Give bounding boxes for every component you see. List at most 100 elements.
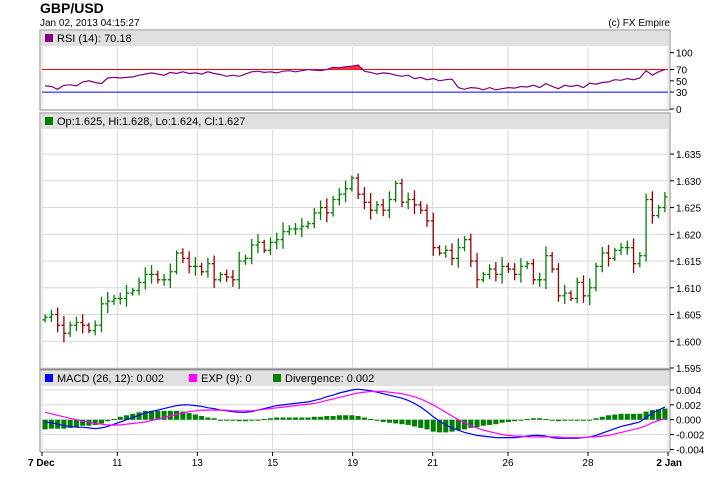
divergence-bar (130, 413, 136, 420)
ohlc-bar (67, 321, 73, 337)
ohlc-bar (380, 198, 386, 217)
divergence-bar (449, 419, 455, 432)
ohlc-bar (455, 238, 461, 268)
ohlc-bar (186, 251, 192, 274)
ohlc-bar (618, 242, 624, 256)
x-tick-label: 15 (267, 458, 279, 469)
ohlc-bar (149, 265, 155, 284)
ohlc-bar (480, 271, 486, 283)
divergence-bar (518, 419, 524, 421)
ohlc-bar (574, 277, 580, 304)
ohlc-bar (136, 277, 142, 296)
macd-legend-bar (41, 371, 669, 386)
rsi-ytick-label: 100 (676, 49, 693, 60)
macd-ytick-label: 0.000 (676, 416, 701, 427)
divergence-bar (455, 419, 461, 431)
divergence-bar (123, 415, 130, 420)
divergence-bar (549, 419, 555, 421)
divergence-bar (205, 417, 211, 420)
divergence-bar (61, 419, 67, 429)
x-tick-label: 7 Dec (28, 458, 55, 469)
ohlc-bar (505, 262, 511, 273)
divergence-bar (111, 419, 117, 420)
divergence-bar (555, 419, 561, 422)
price-ytick-label: 1.630 (676, 177, 701, 188)
divergence-bar (161, 410, 167, 420)
divergence-bar (98, 419, 104, 424)
ohlc-bar (180, 248, 186, 264)
divergence-bar (192, 414, 198, 420)
rsi-legend-bar (41, 31, 669, 46)
divergence-bar (649, 410, 655, 420)
ohlc-bar (261, 239, 267, 253)
ohlc-bar (42, 314, 48, 323)
divergence-bar (662, 408, 668, 420)
divergence-bar (80, 419, 86, 426)
divergence-bar (249, 419, 255, 421)
divergence-bar (424, 419, 430, 430)
divergence-bar (487, 419, 493, 425)
ohlc-bar (562, 284, 568, 304)
ohlc-bar (211, 255, 217, 288)
divergence-bar (105, 419, 111, 422)
divergence-bar (474, 419, 480, 428)
divergence-bar (512, 419, 518, 422)
ohlc-bar (593, 262, 599, 292)
ohlc-bar (217, 271, 223, 283)
ohlc-bar (424, 204, 430, 227)
price-ytick-label: 1.605 (676, 311, 701, 322)
ohlc-bar (280, 222, 286, 249)
exp-legend-swatch (189, 374, 197, 382)
ohlc-bar (580, 275, 586, 303)
ohlc-bar (631, 238, 637, 274)
divergence-bar (468, 419, 474, 428)
ohlc-bar (518, 258, 524, 283)
x-tick-label: 26 (502, 458, 514, 469)
divergence-bar (443, 419, 449, 433)
divergence-bar (631, 413, 637, 420)
divergence-bar (462, 419, 468, 430)
divergence-bar (530, 418, 536, 420)
divergence-bar (574, 419, 580, 421)
divergence-bar (349, 415, 355, 420)
divergence-bar (543, 419, 549, 420)
ohlc-bar (474, 252, 480, 288)
divergence-bar (286, 417, 292, 420)
ohlc-bar (124, 284, 130, 307)
macd-legend-swatch (45, 374, 53, 382)
divergence-bar (199, 416, 205, 420)
divergence-bar (599, 416, 605, 420)
divergence-bar (330, 416, 336, 420)
divergence-bar (562, 419, 568, 421)
divergence-bar (230, 419, 236, 421)
ohlc-bar (205, 257, 211, 278)
macd-ytick-label: 0.004 (676, 386, 701, 397)
divergence-bar (480, 419, 486, 426)
rsi-legend-text: RSI (14): 70.18 (57, 33, 132, 45)
ohlc-bar (493, 261, 499, 282)
divergence-bar (73, 419, 79, 428)
divergence-bar (211, 418, 217, 420)
divergence-bar (336, 415, 342, 420)
divergence-bar (405, 419, 411, 425)
ohlc-bar (612, 247, 618, 261)
ohlc-bar (336, 188, 342, 206)
divergence-bar (186, 413, 192, 420)
ohlc-bar (499, 257, 505, 284)
ohlc-bar (624, 240, 630, 255)
ohlc-bar (155, 270, 161, 284)
ohlc-bar (86, 322, 92, 334)
ohlc-bar (267, 237, 273, 256)
divergence-bar (593, 418, 599, 420)
ohlc-bar (61, 315, 67, 343)
ohlc-bar (656, 204, 662, 219)
ohlc-bar (192, 257, 198, 276)
divergence-bar (411, 419, 417, 427)
divergence-bar (493, 419, 499, 425)
divergence-bar (399, 419, 405, 425)
ohlc-bar (643, 193, 649, 262)
x-tick-label: 13 (192, 458, 204, 469)
ohlc-bar (374, 201, 380, 214)
ohlc-bar (449, 243, 455, 266)
ohlc-bar (649, 191, 655, 224)
